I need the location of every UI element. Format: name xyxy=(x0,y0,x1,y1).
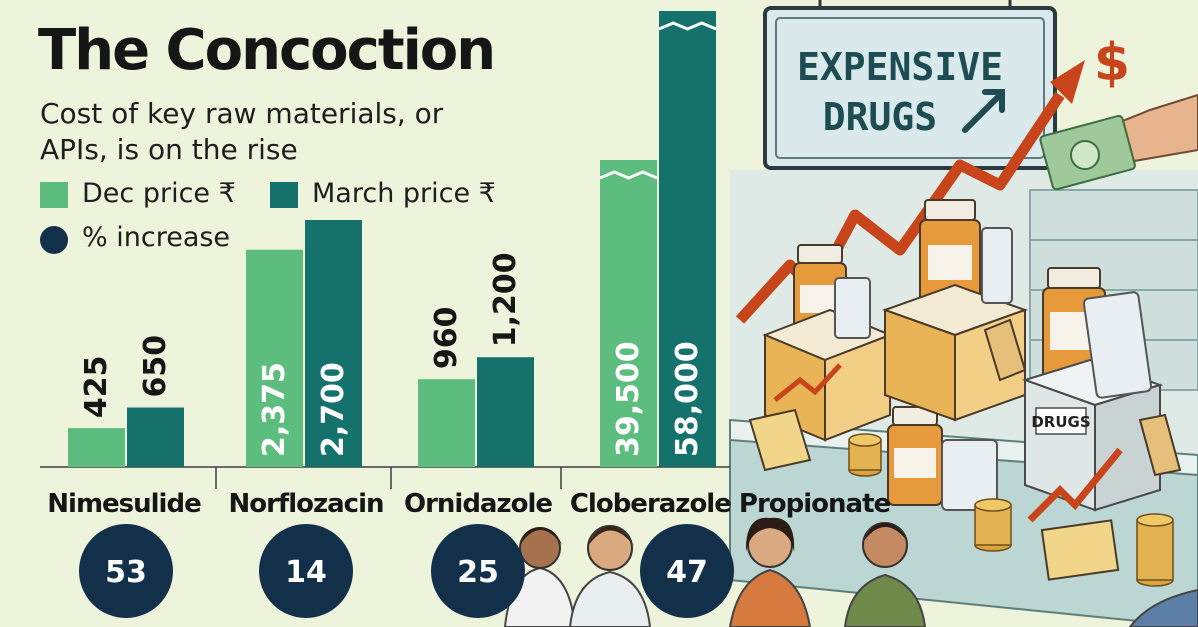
value-label-dec-1: 2,375 xyxy=(257,362,292,457)
bar-march-3 xyxy=(659,11,716,467)
coin-stack-icon xyxy=(1136,513,1174,587)
increase-value-3: 47 xyxy=(666,555,708,590)
value-label-march-0: 650 xyxy=(138,335,173,398)
increase-circle-3 xyxy=(640,524,734,618)
drugs-box-label: DRUGS xyxy=(1031,413,1090,431)
sign-line-2: DRUGS xyxy=(823,95,937,139)
sign-arrow-icon xyxy=(962,89,1005,133)
sign-line-1: EXPENSIVE xyxy=(797,45,1003,89)
bar-march-1 xyxy=(305,220,362,467)
pill-bottle-icon xyxy=(919,199,981,306)
chart-title: The Concoction xyxy=(38,18,496,83)
person-icon xyxy=(568,525,652,627)
pill-blister-icon xyxy=(1082,291,1153,399)
value-label-march-1: 2,700 xyxy=(316,362,351,457)
bar-dec-1 xyxy=(246,249,303,467)
bar-dec-2 xyxy=(418,379,475,467)
bar-dec-0 xyxy=(68,428,125,467)
axis-break-mark xyxy=(658,21,717,31)
category-label-3: Cloberazole Propionate xyxy=(570,489,891,519)
value-label-dec-3: 39,500 xyxy=(611,341,646,457)
person-icon xyxy=(728,517,812,627)
legend-dec-label: Dec price ₹ xyxy=(82,178,236,209)
bar-dec-3 xyxy=(600,160,657,467)
increase-value-2: 25 xyxy=(457,555,499,590)
coin-stack-icon xyxy=(974,498,1012,552)
dollar-symbol: $ xyxy=(1094,33,1130,93)
pill-blister-icon xyxy=(941,439,998,511)
value-label-march-3: 58,000 xyxy=(670,341,705,457)
price-card-icon xyxy=(1040,519,1120,581)
price-tag-icon xyxy=(1138,413,1182,477)
pill-blister-icon xyxy=(981,227,1013,304)
increase-value-1: 14 xyxy=(285,555,327,590)
legend-dec-swatch xyxy=(40,182,68,208)
value-label-march-2: 1,200 xyxy=(488,252,523,347)
price-tag-icon xyxy=(983,318,1027,382)
legend-increase-dot xyxy=(40,226,68,254)
chart-subtitle: Cost of key raw materials, or APIs, is o… xyxy=(40,97,444,166)
bar-march-0 xyxy=(127,407,184,467)
category-label-2: Ornidazole xyxy=(404,489,552,519)
person-icon xyxy=(843,522,927,627)
legend-march-label: March price ₹ xyxy=(312,178,496,209)
increase-circle-0 xyxy=(79,524,173,618)
value-label-dec-2: 960 xyxy=(429,307,464,370)
expensive-drugs-sign xyxy=(763,6,1057,170)
price-card-icon xyxy=(748,408,812,472)
increase-circle-2 xyxy=(431,524,525,618)
legend-increase-label: % increase xyxy=(82,222,231,253)
value-label-dec-0: 425 xyxy=(79,355,114,418)
increase-value-0: 53 xyxy=(105,555,147,590)
legend-march-swatch xyxy=(270,182,298,208)
axis-break-mark xyxy=(599,170,658,180)
pill-bottle-icon xyxy=(887,406,943,506)
increase-circle-1 xyxy=(259,524,353,618)
pill-blister-icon xyxy=(834,277,871,339)
coin-stack-icon xyxy=(848,433,882,477)
category-label-1: Norflozacin xyxy=(228,489,383,519)
bar-march-2 xyxy=(477,357,534,467)
category-label-0: Nimesulide xyxy=(47,489,201,519)
